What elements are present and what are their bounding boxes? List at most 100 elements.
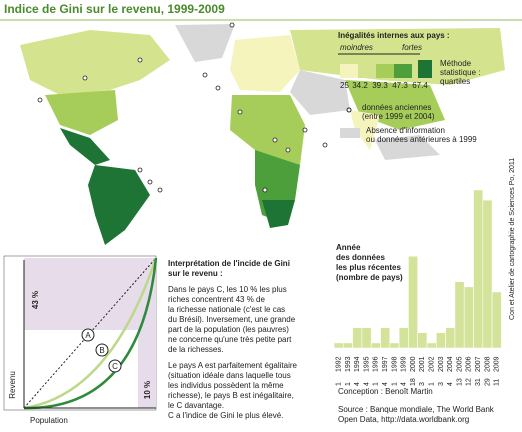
legend-high: fortes <box>402 43 422 52</box>
chart-title: Année <box>336 243 361 252</box>
lorenz-diagram: A B C 43 % 10 % Revenu Population <box>3 255 158 425</box>
interp-line: les individus possèdent la même <box>168 381 284 390</box>
count-label: 18 <box>410 378 417 386</box>
curve-b <box>23 257 158 410</box>
marker-a <box>81 328 95 342</box>
label-c: C <box>112 362 118 371</box>
legend-title: Inégalités internes aux pays : <box>338 31 450 40</box>
interp-line: ne concerne qu'une très petite part <box>168 335 292 344</box>
marker-c <box>108 359 122 373</box>
credit: Con et Atelier de cartographie de Scienc… <box>509 158 516 320</box>
bar <box>361 327 372 349</box>
year-label: 2002 <box>428 356 435 372</box>
legend-box <box>418 60 432 78</box>
year-label: 1997 <box>382 356 389 372</box>
label-b: B <box>99 346 104 355</box>
interp-line: richesse), le pays B est inégalitaire, <box>168 391 294 400</box>
legend-break: 47.3 <box>392 81 408 90</box>
north-africa <box>230 95 305 180</box>
south-africa <box>262 200 295 228</box>
legend-break: 34.2 <box>352 81 368 90</box>
interp-line: riches concentrent 43 % de <box>168 295 265 304</box>
interp-line: Dans le pays C, les 10 % les plus <box>168 285 287 294</box>
bar <box>426 342 437 349</box>
source: Open Data, http://data.worldbank.org <box>338 415 469 424</box>
year-label: 2003 <box>438 356 445 372</box>
year-label: 2005 <box>456 356 463 372</box>
title: Indice de Gini sur le revenu, 1999-2009 <box>4 2 225 16</box>
legend-box <box>394 64 412 78</box>
year-label: 2009 <box>494 356 501 372</box>
interp-line: le C davantage. <box>168 401 224 410</box>
year-label: 1998 <box>391 356 398 372</box>
legend-no-data: Absence d'information <box>366 126 445 135</box>
legend-low: moindres <box>340 43 373 52</box>
legend-method: Méthode <box>440 59 472 68</box>
bar <box>482 199 493 349</box>
count-label: 4 <box>447 382 454 386</box>
legend-no-data: ou données antérieures à 1999 <box>366 135 477 144</box>
middle-east <box>290 70 350 115</box>
year-label: 1993 <box>345 356 352 372</box>
x-label: Population <box>30 416 68 425</box>
top-share-band <box>24 258 156 330</box>
year-label: 2006 <box>466 356 473 372</box>
legend-break: 67.4 <box>412 81 428 90</box>
legend: Inégalités internes aux pays : moindres … <box>338 31 450 138</box>
bar <box>463 286 474 349</box>
bar <box>435 332 446 349</box>
year-label: 1999 <box>401 356 408 372</box>
bar <box>454 281 465 349</box>
year-label: 2004 <box>447 356 454 372</box>
legend-break: 39.3 <box>372 81 388 90</box>
bar <box>333 342 344 349</box>
count-label: 1 <box>373 382 380 386</box>
year-label: 1996 <box>373 356 380 372</box>
bar <box>473 189 484 349</box>
bar <box>352 327 363 349</box>
interp-line: Le pays A est parfaitement égalitaire <box>168 361 298 370</box>
legend-method: statistique : <box>440 68 480 77</box>
marker-b <box>95 343 109 357</box>
year-label: 2001 <box>419 356 426 372</box>
count-label: 4 <box>363 382 370 386</box>
count-label: 3 <box>419 382 426 386</box>
old-data-markers <box>37 22 328 193</box>
source: Source : Banque mondiale, The World Bank <box>338 405 495 414</box>
bar <box>380 327 391 349</box>
conception: Conception : Benoît Martin <box>338 387 433 396</box>
interp-line: de la richesses. <box>168 345 224 354</box>
y-label: Revenu <box>8 371 17 399</box>
central-america <box>60 128 110 165</box>
legend-old-data: (entre 1999 et 2004) <box>362 112 435 121</box>
legend-box <box>376 64 394 78</box>
count-label: 4 <box>354 382 361 386</box>
year-label: 1992 <box>335 356 342 372</box>
legend-old-data: données anciennes <box>362 103 431 112</box>
interp-line: C a l'indice de Gini le plus élevé. <box>168 411 283 420</box>
usa <box>45 90 118 135</box>
south-america <box>88 165 150 245</box>
count-label: 1 <box>335 382 342 386</box>
count-label: 4 <box>401 382 408 386</box>
bar <box>342 342 353 349</box>
interp-line: part de la population (les pauvres) <box>168 325 289 334</box>
chart-title: (nombre de pays) <box>336 273 403 282</box>
count-label: 1 <box>391 382 398 386</box>
bar <box>445 327 456 349</box>
world-map <box>20 22 505 245</box>
india <box>350 110 380 150</box>
count-label: 3 <box>438 382 445 386</box>
count-label: 4 <box>382 382 389 386</box>
year-label: 1994 <box>354 356 361 372</box>
curve-a <box>23 257 157 409</box>
chart-title: des données <box>336 253 385 262</box>
interp-line: la richesse nationale (c'est le cas <box>168 305 285 314</box>
north-america <box>20 30 170 95</box>
legend-method: quartiles <box>440 77 470 86</box>
legend-box <box>340 64 358 78</box>
old-data-symbol <box>346 107 352 113</box>
top-share-label: 43 % <box>31 291 40 309</box>
southeast-asia <box>375 135 440 160</box>
bar <box>389 342 400 349</box>
